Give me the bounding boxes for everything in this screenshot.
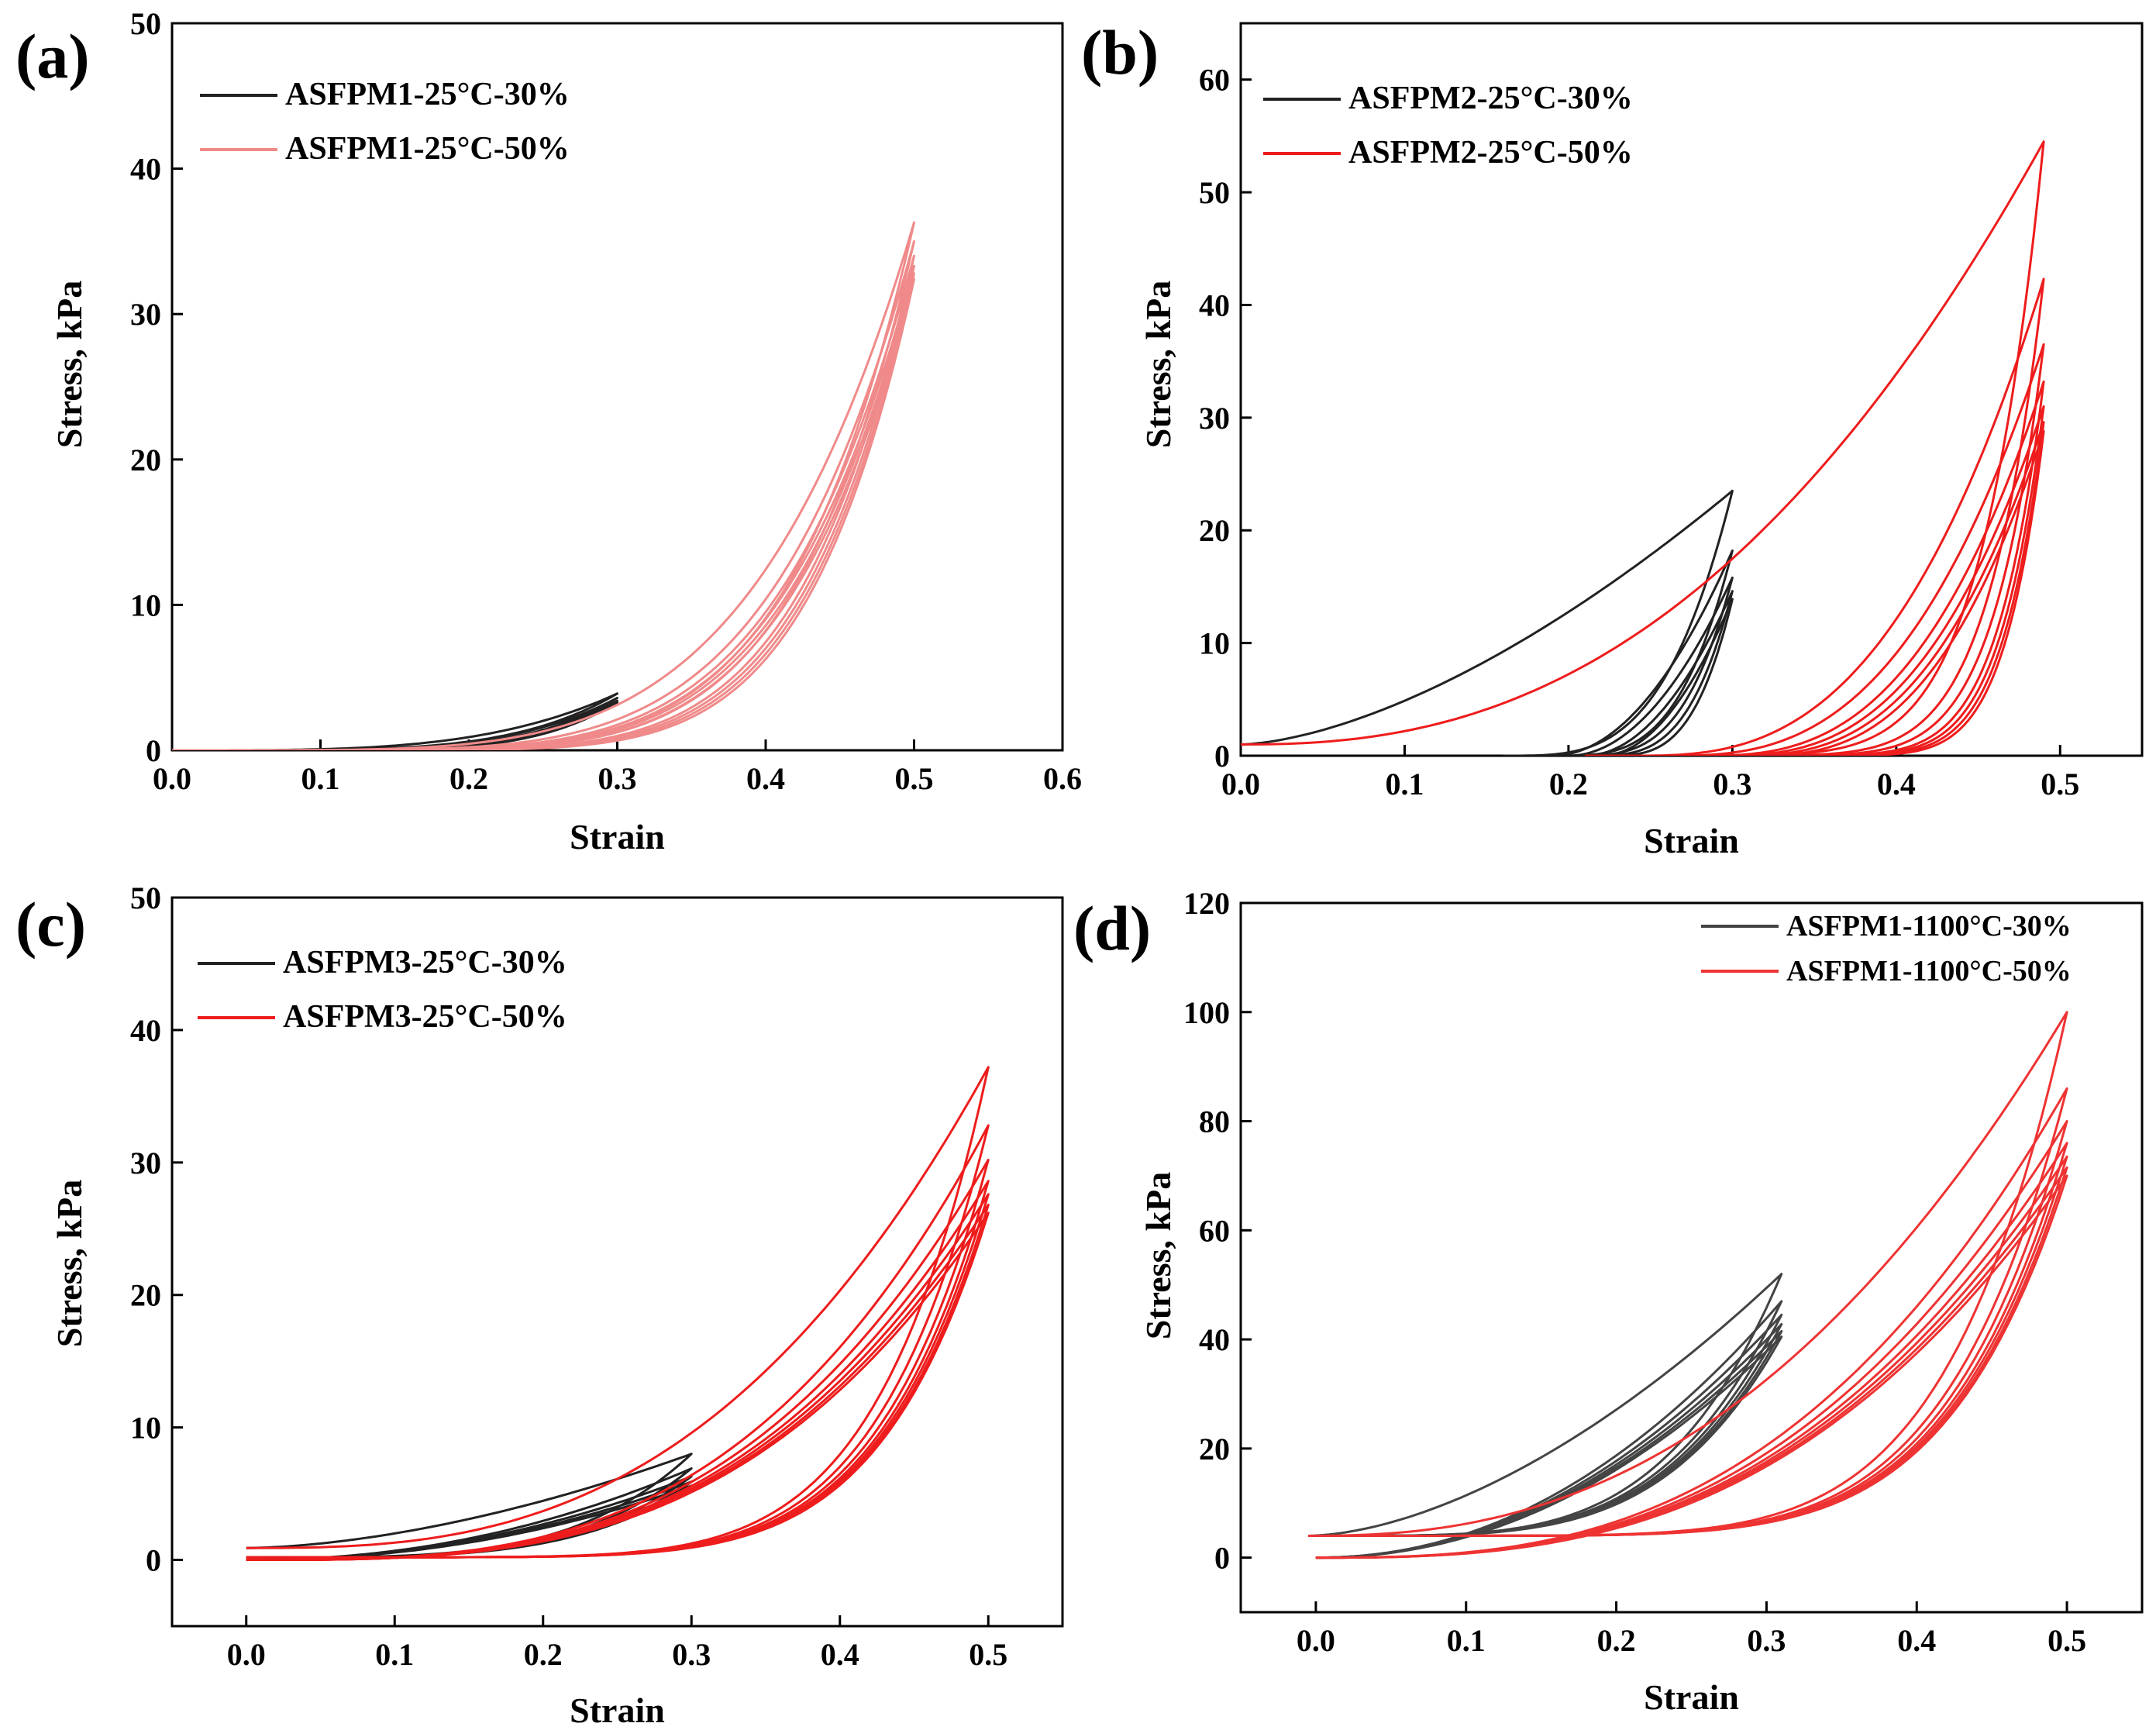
series-line	[232, 256, 914, 750]
series-group	[246, 1067, 989, 1560]
y-tick-label: 20	[130, 443, 161, 477]
figure-canvas: 0.0 0.1 0.2 0.3 0.4 0.5 0.6 0 10 20 30 40 50 Strain St…	[0, 0, 2156, 1730]
series-line	[246, 1194, 989, 1560]
y-axis-title: Stress, kPa	[1138, 1172, 1178, 1339]
x-tick-label: 0.1	[301, 761, 340, 796]
y-axis-title: Stress, kPa	[50, 281, 89, 448]
x-tick-label: 0.3	[1713, 767, 1751, 801]
x-tick-label: 0.1	[1385, 767, 1424, 801]
panel-letter: (d)	[1073, 893, 1151, 963]
y-tick-label: 80	[1199, 1105, 1230, 1139]
series-line	[1241, 142, 2044, 756]
series-line	[172, 222, 914, 750]
y-tick-label: 20	[1199, 1432, 1230, 1466]
y-tick-label: 0	[1214, 1541, 1230, 1576]
x-tick-label: 0.5	[969, 1637, 1007, 1672]
y-tick-label: 40	[1199, 1322, 1230, 1357]
x-axis-title: Strain	[570, 1690, 665, 1730]
x-tick-label: 0.5	[2041, 767, 2079, 801]
x-tick-label: 0.3	[672, 1637, 711, 1672]
x-axis-title: Strain	[570, 817, 665, 856]
series-line	[1308, 1274, 1782, 1536]
y-tick-label: 0	[146, 733, 161, 768]
panel-a: 0.0 0.1 0.2 0.3 0.4 0.5 0.6 0 10 20 30 40 50 Strain St…	[15, 6, 1082, 856]
y-tick-label: 30	[130, 1146, 161, 1180]
y-tick-label: 60	[1199, 63, 1230, 98]
y-tick-label: 0	[146, 1543, 161, 1578]
plot-frame	[1241, 903, 2142, 1612]
legend: ASFPM1-1100°C-30% ASFPM1-1100°C-50%	[1701, 910, 2072, 987]
y-tick-label: 10	[130, 1411, 161, 1446]
x-tick-label: 0.4	[1877, 767, 1916, 801]
x-tick-label: 0.2	[449, 761, 488, 796]
legend-entry: ASFPM1-1100°C-30%	[1786, 910, 2072, 943]
y-tick-label: 10	[130, 588, 161, 622]
legend-entry: ASFPM3-25°C-50%	[283, 999, 567, 1035]
legend-entry: ASFPM2-25°C-30%	[1348, 81, 1633, 116]
y-tick-label: 20	[130, 1278, 161, 1313]
panel-letter: (a)	[15, 21, 90, 91]
y-tick-label: 30	[1199, 401, 1230, 436]
y-tick-label: 20	[1199, 513, 1230, 548]
legend-entry: ASFPM1-25°C-50%	[285, 131, 570, 167]
y-tick-label: 0	[1214, 739, 1230, 774]
x-tick-label: 0.3	[1747, 1623, 1786, 1658]
y-tick-label: 50	[1199, 175, 1230, 210]
panel-c: 0.0 0.1 0.2 0.3 0.4 0.5 0 10 20 30 40 50 Strain Stres…	[15, 881, 1063, 1730]
series-line	[1316, 1088, 2067, 1557]
x-axis-title: Strain	[1644, 1677, 1739, 1717]
y-tick-label: 30	[130, 297, 161, 332]
legend-entry: ASFPM1-25°C-30%	[285, 77, 570, 112]
x-tick-label: 0.6	[1043, 761, 1082, 796]
series-line	[1716, 406, 2044, 756]
x-tick-label: 0.1	[1447, 1623, 1486, 1658]
x-tick-label: 0.4	[1897, 1623, 1936, 1658]
series-line	[246, 266, 914, 750]
legend-entry: ASFPM3-25°C-30%	[283, 945, 567, 980]
y-tick-label: 40	[130, 1013, 161, 1048]
x-tick-label: 0.1	[375, 1637, 414, 1672]
y-tick-label: 120	[1183, 886, 1230, 921]
x-axis-title: Strain	[1644, 821, 1739, 860]
y-tick-label: 10	[1199, 626, 1230, 661]
panel-d: 0.0 0.1 0.2 0.3 0.4 0.5 0 20 40 60 80 100 120 Strain S…	[1073, 886, 2142, 1717]
legend: ASFPM3-25°C-30% ASFPM3-25°C-50%	[198, 945, 567, 1035]
panel-letter: (c)	[15, 889, 86, 960]
x-tick-label: 0.4	[821, 1637, 859, 1672]
series-group	[1308, 1012, 2067, 1558]
series-line	[1601, 599, 1732, 756]
y-tick-label: 40	[130, 152, 161, 187]
y-tick-label: 50	[130, 6, 161, 41]
series-line	[1316, 1122, 2067, 1558]
x-tick-label: 0.2	[1549, 767, 1588, 801]
x-tick-label: 0.5	[2048, 1623, 2086, 1658]
series-line	[276, 279, 914, 750]
series-line	[246, 1486, 691, 1560]
legend-entry: ASFPM1-1100°C-50%	[1786, 955, 2072, 987]
y-axis-title: Stress, kPa	[1138, 281, 1178, 448]
legend-entry: ASFPM2-25°C-50%	[1348, 135, 1633, 171]
x-tick-label: 0.5	[895, 761, 934, 796]
x-tick-label: 0.2	[1597, 1623, 1636, 1658]
y-tick-label: 60	[1199, 1213, 1230, 1248]
series-line	[246, 1160, 989, 1559]
x-tick-label: 0.2	[524, 1637, 563, 1672]
x-tick-label: 0.4	[746, 761, 785, 796]
x-tick-label: 0.3	[598, 761, 637, 796]
legend: ASFPM1-25°C-30% ASFPM1-25°C-50%	[200, 77, 570, 167]
y-tick-label: 50	[130, 881, 161, 915]
legend: ASFPM2-25°C-30% ASFPM2-25°C-50%	[1263, 81, 1633, 171]
x-tick-label: 0.0	[1297, 1623, 1335, 1658]
y-tick-label: 100	[1183, 995, 1230, 1030]
panel-b: 0.0 0.1 0.2 0.3 0.4 0.5 0 10 20 30 40 50 60 Strain Str…	[1081, 17, 2142, 860]
series-group	[1241, 142, 2044, 756]
series-line	[246, 1067, 989, 1557]
x-tick-label: 0.0	[227, 1637, 266, 1672]
y-axis-title: Stress, kPa	[50, 1180, 89, 1347]
series-line	[201, 241, 914, 750]
panel-letter: (b)	[1081, 17, 1159, 88]
y-tick-label: 40	[1199, 288, 1230, 322]
series-group	[172, 222, 914, 750]
